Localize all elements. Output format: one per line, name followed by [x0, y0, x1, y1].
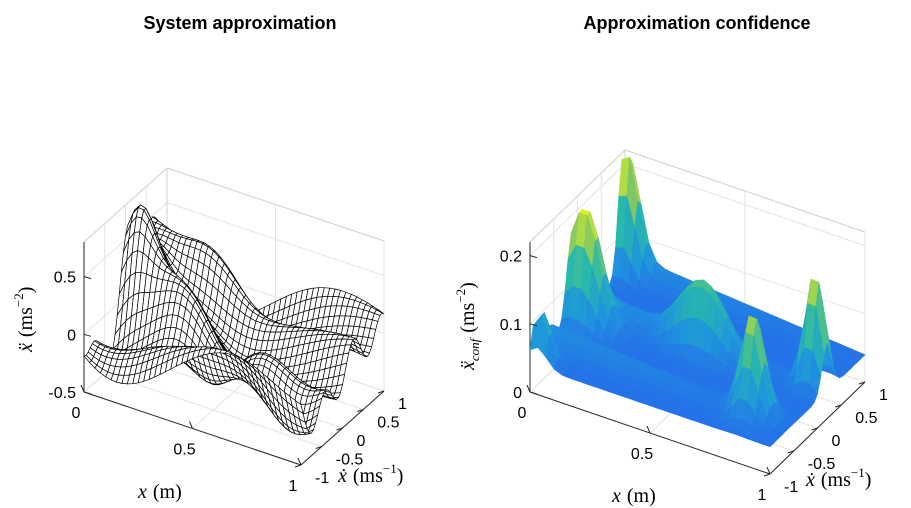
surface-cell	[761, 440, 774, 448]
y-tick-mark	[357, 409, 364, 412]
x-tick-label: 0	[518, 405, 527, 422]
y-tick-label: -1	[315, 470, 329, 487]
x-axis-label: x (m)	[137, 481, 182, 503]
x-tick-label: 0.5	[173, 442, 195, 459]
box-edge	[529, 149, 626, 243]
z-tick-label: 0	[513, 385, 522, 402]
y-tick-mark	[315, 446, 322, 449]
y-tick-mark	[763, 473, 771, 477]
y-tick-label: -0.5	[336, 452, 364, 469]
z-tick-label: 0.2	[500, 249, 522, 266]
z-tick-mark	[529, 255, 538, 259]
y-tick-mark	[377, 390, 385, 394]
y-tick-label: 0.5	[377, 415, 399, 432]
grid-line	[104, 373, 322, 447]
z-axis-label: ẍconf(ms−2)	[453, 282, 482, 371]
box-edge	[83, 167, 168, 243]
surface-mesh	[83, 204, 385, 436]
x-tick-mark	[526, 384, 531, 393]
grid-line	[529, 163, 626, 256]
panel-system-approximation: System approximation 0 0.5 1 -1 -0.5 0 0.5 1 -0.…	[11, 13, 407, 503]
y-tick-label: 0	[357, 433, 366, 450]
z-tick-label: 0	[67, 327, 76, 344]
y-tick-mark	[835, 404, 842, 408]
z-tick-mark	[83, 391, 92, 395]
x-tick-mark	[189, 421, 193, 429]
surface-cell	[295, 399, 304, 415]
z-tick-label: 0.1	[500, 317, 522, 334]
y-axis-label: ẋ (ms−1)	[805, 465, 871, 491]
y-tick-label: 1	[398, 396, 407, 413]
x-tick-mark	[297, 457, 302, 466]
z-tick-label: -0.5	[48, 385, 76, 402]
z-axis-label: ẍ(ms−2)	[11, 287, 37, 353]
panel-approximation-confidence: Approximation confidence 00.51 -1-0.500.5…	[453, 13, 888, 507]
x-tick-label: 0.5	[631, 446, 653, 463]
grid-line	[624, 163, 866, 247]
y-tick-label: -0.5	[808, 456, 836, 473]
tick-labels: 0 0.5 1 -1 -0.5 0 0.5 1 -0.5 0 0.5	[48, 270, 407, 495]
y-tick-mark	[787, 450, 794, 454]
z-tick-label: 0.5	[54, 270, 76, 287]
x-tick-label: 1	[758, 487, 767, 504]
x-axis-label: x (m)	[611, 485, 656, 507]
chart-title: Approximation confidence	[583, 13, 810, 33]
y-tick-label: 0	[832, 433, 841, 450]
y-tick-mark	[811, 427, 818, 431]
y-tick-mark	[858, 381, 866, 385]
z-tick-mark	[529, 391, 538, 395]
y-tick-label: -1	[784, 479, 798, 496]
box-edge	[166, 167, 385, 242]
y-tick-mark	[294, 464, 302, 468]
box-edge	[624, 149, 866, 233]
x-tick-mark	[766, 466, 771, 475]
chart-title: System approximation	[143, 13, 336, 33]
y-tick-label: 1	[879, 387, 888, 404]
x-tick-mark	[80, 384, 85, 393]
z-tick-mark	[83, 276, 92, 280]
z-tick-mark	[529, 323, 538, 327]
y-tick-mark	[336, 427, 343, 431]
x-tick-label: 1	[289, 478, 298, 495]
surface-shaded	[529, 156, 866, 448]
grid-line	[166, 202, 385, 277]
grid-line	[624, 231, 866, 315]
z-tick-mark	[83, 333, 92, 337]
x-tick-mark	[646, 425, 651, 434]
y-tick-label: 0.5	[855, 410, 877, 427]
x-tick-label: 0	[72, 405, 81, 422]
y-axis-label: ẋ (ms−1)	[337, 461, 403, 487]
